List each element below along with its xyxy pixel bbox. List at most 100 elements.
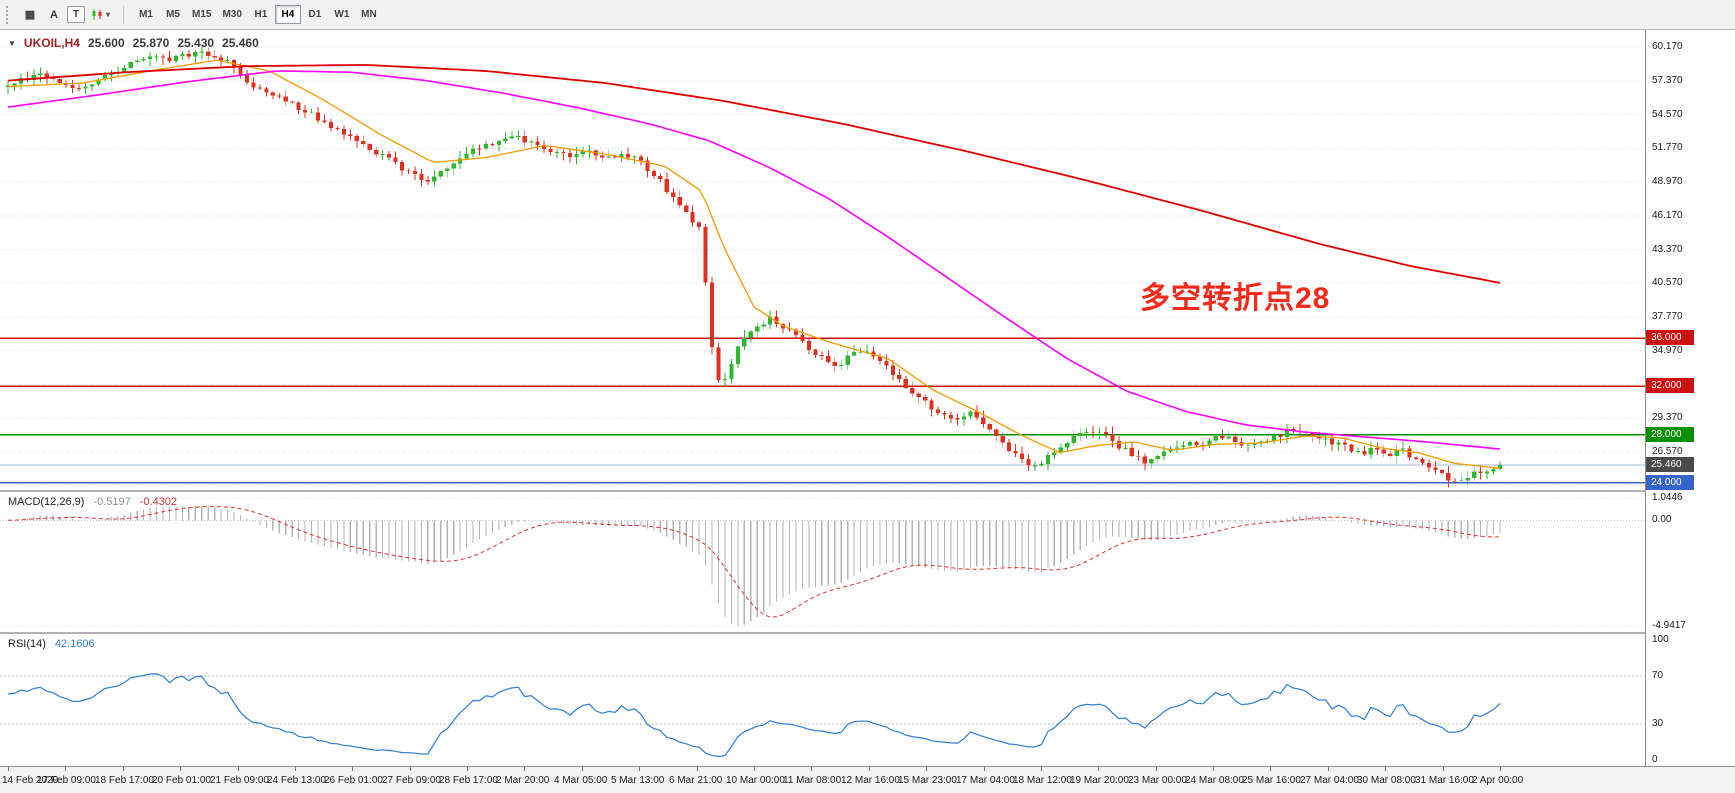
price-tick-label: 29.370 <box>1652 412 1683 424</box>
price-tick-label: 37.770 <box>1652 310 1683 322</box>
grid-layer <box>0 46 1645 486</box>
rsi-axis-label: 100 <box>1652 634 1669 645</box>
time-label: 6 Mar 21:00 <box>669 775 723 786</box>
time-tick <box>984 767 985 771</box>
time-tick <box>869 767 870 771</box>
macd-panel[interactable]: MACD(12,26,9) -0.5197 -0.4302 <box>0 492 1645 632</box>
time-tick <box>65 767 66 771</box>
timeframe-button-m15[interactable]: M15 <box>192 9 212 20</box>
macd-histogram <box>13 505 1501 626</box>
timeframe-button-w1[interactable]: W1 <box>334 9 350 20</box>
time-label: 27 Mar 04:00 <box>1300 775 1359 786</box>
time-label: 30 Mar 08:00 <box>1357 775 1416 786</box>
time-label: 17 Mar 04:00 <box>956 775 1015 786</box>
rsi-chart[interactable] <box>0 634 1645 766</box>
timeframe-button-mn[interactable]: MN <box>361 9 377 20</box>
time-label: 20 Feb 01:00 <box>152 775 211 786</box>
time-tick <box>639 767 640 771</box>
chevron-down-icon: ▾ <box>106 10 111 19</box>
panel-splitter-macd[interactable] <box>0 490 1735 492</box>
candlestick-chart[interactable] <box>0 30 1645 490</box>
ma-fast-line <box>7 59 1501 469</box>
panel-splitter-rsi[interactable] <box>0 632 1735 634</box>
price-tick-label: 60.170 <box>1652 41 1683 53</box>
timeframe-button-h4[interactable]: H4 <box>274 5 301 24</box>
time-label: 23 Mar 00:00 <box>1128 775 1187 786</box>
timeframe-group: M1 M5 M15 M30 H1 H4 D1 W1 MN <box>133 5 382 24</box>
rsi-axis-label: 70 <box>1652 670 1664 681</box>
time-label: 24 Feb 13:00 <box>267 775 326 786</box>
time-label: 2 Mar 20:00 <box>496 775 550 786</box>
text-tool-button[interactable]: T <box>67 6 85 23</box>
time-tick <box>1270 767 1271 771</box>
time-axis[interactable]: 14 Feb 2020 17 Feb 09:00 18 Feb 17:00 20 Fe… <box>0 766 1735 793</box>
time-label: 11 Mar 08:00 <box>783 775 842 786</box>
rsi-line <box>7 673 1501 758</box>
time-label: 2 Apr 00:00 <box>1472 775 1524 786</box>
price-tick-label: 48.970 <box>1652 176 1683 188</box>
time-label: 19 Mar 20:00 <box>1070 775 1129 786</box>
time-tick <box>123 767 124 771</box>
tile-charts-icon: ▦ <box>24 9 36 21</box>
time-tick <box>1098 767 1099 771</box>
time-label: 21 Feb 09:00 <box>210 775 269 786</box>
time-tick <box>180 767 181 771</box>
time-tick <box>582 767 583 771</box>
macd-axis-label: 1.0446 <box>1652 492 1683 503</box>
time-tick <box>467 767 468 771</box>
price-tick-label: 43.370 <box>1652 243 1683 255</box>
price-tick-label: 34.970 <box>1652 344 1683 356</box>
price-chart-panel[interactable]: ▼ UKOIL,H4 25.600 25.870 25.430 25.460 多… <box>0 30 1645 490</box>
timeframe-button-d1[interactable]: D1 <box>308 9 322 20</box>
indicators-icon <box>91 8 104 21</box>
main-toolbar: ▦ A T ▾ M1 M5 M15 M30 H1 H4 D1 W1 MN <box>0 0 1735 30</box>
rsi-panel[interactable]: RSI(14) 42.1606 <box>0 634 1645 766</box>
time-label: 18 Feb 17:00 <box>95 775 154 786</box>
price-axis[interactable]: 60.170 57.370 54.570 51.770 48.970 46.170 43.3… <box>1645 30 1735 766</box>
time-label: 28 Feb 17:00 <box>439 775 498 786</box>
ma-medium-line <box>7 70 1501 450</box>
price-tick-label: 46.170 <box>1652 209 1683 221</box>
time-label: 27 Feb 09:00 <box>382 775 441 786</box>
ma-slow-line <box>7 64 1501 284</box>
level-price-badge: 28.000 <box>1646 426 1694 442</box>
candles-layer <box>5 44 1503 488</box>
price-tick-label: 54.570 <box>1652 108 1683 120</box>
timeframe-button-m1[interactable]: M1 <box>139 9 153 20</box>
level-price-badge: 32.000 <box>1646 378 1694 394</box>
price-tick-label: 57.370 <box>1652 74 1683 86</box>
price-tick-label: 26.570 <box>1652 445 1683 457</box>
macd-axis-label: -4.9417 <box>1652 620 1686 631</box>
time-label: 18 Mar 12:00 <box>1013 775 1072 786</box>
time-label: 12 Mar 16:00 <box>841 775 900 786</box>
macd-signal-line <box>7 506 1501 618</box>
tile-charts-button[interactable]: ▦ <box>19 5 41 25</box>
time-tick <box>1041 767 1042 771</box>
time-label: 14 Feb 2020 <box>2 775 59 786</box>
time-tick <box>1385 767 1386 771</box>
price-tick-label: 40.570 <box>1652 277 1683 289</box>
time-label: 24 Mar 08:00 <box>1185 775 1244 786</box>
toolbar-grip[interactable] <box>6 5 12 24</box>
time-label: 5 Mar 13:00 <box>611 775 665 786</box>
time-tick <box>697 767 698 771</box>
bid-price-badge: 25.460 <box>1646 457 1694 473</box>
indicators-dropdown[interactable]: ▾ <box>87 5 114 25</box>
timeframe-button-m5[interactable]: M5 <box>166 9 180 20</box>
time-tick <box>1500 767 1501 771</box>
timeframe-button-m30[interactable]: M30 <box>222 9 242 20</box>
level-price-badge: 24.000 <box>1646 474 1694 490</box>
annotation-text[interactable]: 多空转折点28 <box>1140 282 1331 315</box>
time-label: 25 Mar 16:00 <box>1242 775 1301 786</box>
level-price-badge: 36.000 <box>1646 330 1694 346</box>
timeframe-button-h1[interactable]: H1 <box>254 9 268 20</box>
time-tick <box>811 767 812 771</box>
time-tick <box>1443 767 1444 771</box>
time-label: 17 Feb 09:00 <box>37 775 96 786</box>
macd-chart[interactable] <box>0 492 1645 632</box>
cursor-tool-button[interactable]: A <box>50 8 58 21</box>
time-tick <box>1328 767 1329 771</box>
toolbar-separator <box>123 5 125 24</box>
horizontal-levels-layer <box>0 337 1645 484</box>
price-tick-label: 51.770 <box>1652 142 1683 154</box>
